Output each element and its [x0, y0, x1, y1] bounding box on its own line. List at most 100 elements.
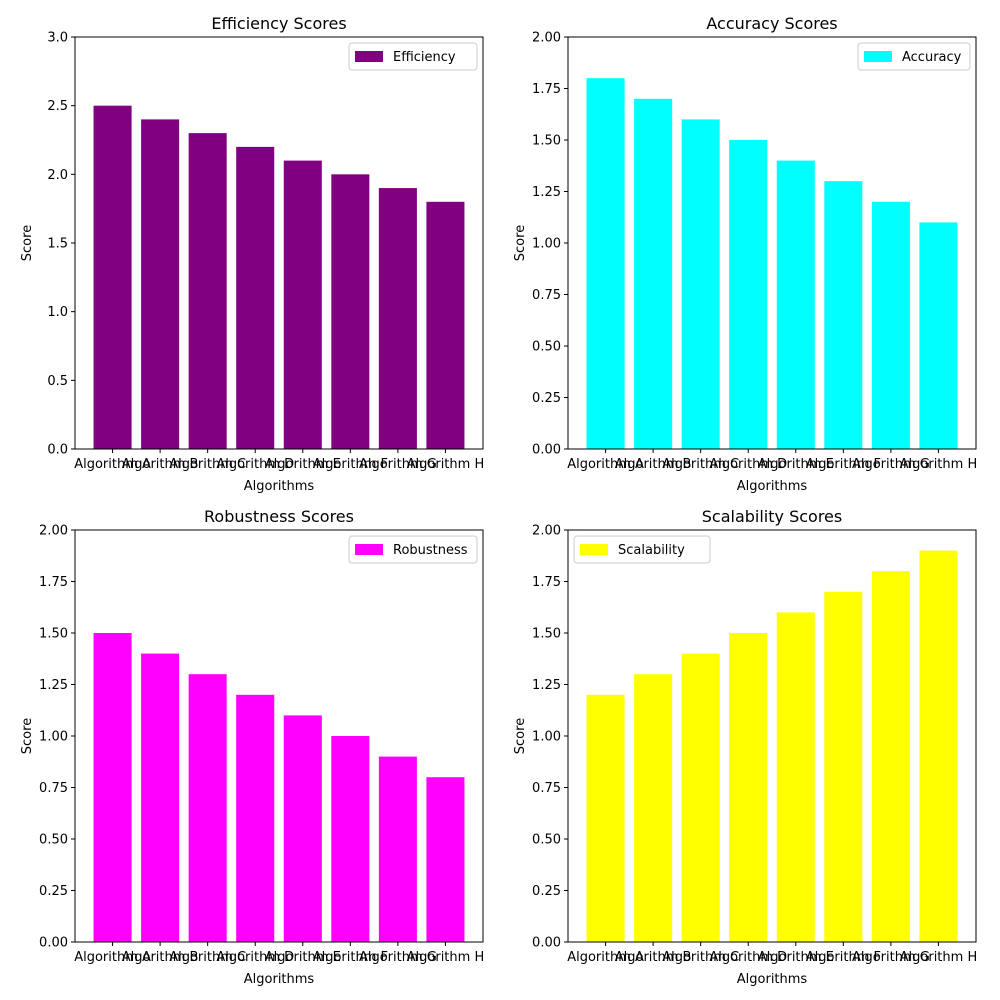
bar-f [824, 181, 863, 449]
bar-f [331, 174, 370, 449]
x-tick-label: Algorithm A [74, 950, 151, 965]
x-tick-label: Algorithm G [359, 457, 437, 472]
legend-box [348, 42, 478, 71]
bar-g [871, 571, 910, 942]
y-tick-label: 1.75 [532, 575, 561, 590]
x-tick-label: Algorithm C [662, 457, 739, 472]
y-tick-label: 1.25 [39, 678, 68, 693]
y-axis-label: Score [20, 225, 35, 261]
bar-c [681, 119, 720, 450]
bar-g [378, 188, 417, 449]
bar-d [729, 140, 768, 449]
chart-title: Efficiency Scores [211, 14, 346, 33]
y-axis-label: Score [513, 225, 528, 261]
legend-label: Robustness [393, 543, 468, 558]
legend: Accuracy [857, 42, 971, 71]
y-tick-label: 0.75 [39, 781, 68, 796]
y-tick-label: 1.25 [532, 678, 561, 693]
y-tick-label: 1.00 [532, 730, 561, 745]
x-tick-label: Algorithm B [615, 457, 692, 472]
bar-g [871, 201, 910, 449]
y-axis-label: Score [20, 718, 35, 754]
x-axis-label: Algorithms [737, 972, 808, 987]
x-tick-label: Algorithm G [852, 457, 930, 472]
y-tick-label: 0.25 [39, 884, 68, 899]
y-tick-label: 0.25 [532, 884, 561, 899]
chart-title: Accuracy Scores [706, 14, 837, 33]
x-tick-label: Algorithm H [407, 457, 485, 472]
x-tick-label: Algorithm F [806, 457, 881, 472]
bar-h [919, 222, 958, 449]
bar-a [586, 78, 625, 449]
bar-h [919, 550, 958, 942]
y-tick-label: 2.00 [39, 524, 68, 539]
y-tick-label: 1.25 [532, 185, 561, 200]
legend-box [573, 535, 711, 564]
y-axis-label: Score [513, 718, 528, 754]
x-tick-label: Algorithm F [806, 950, 881, 965]
legend: Efficiency [348, 42, 478, 71]
chart-title: Scalability Scores [702, 507, 842, 526]
y-tick-label: 0.25 [532, 391, 561, 406]
y-tick-label: 0.0 [47, 443, 68, 458]
bar-g [378, 756, 417, 942]
y-tick-label: 1.0 [47, 305, 68, 320]
legend-label: Efficiency [393, 50, 456, 65]
y-tick-label: 1.50 [532, 627, 561, 642]
bar-d [236, 694, 275, 942]
y-tick-label: 2.0 [47, 168, 68, 183]
x-axis-label: Algorithms [244, 479, 315, 494]
bar-c [188, 674, 227, 942]
bar-c [188, 133, 227, 449]
y-tick-label: 0.75 [532, 288, 561, 303]
x-tick-label: Algorithm D [216, 950, 294, 965]
y-tick-label: 1.50 [532, 134, 561, 149]
y-tick-label: 1.5 [47, 237, 68, 252]
legend-swatch [355, 51, 383, 62]
y-tick-label: 3.0 [47, 31, 68, 46]
x-tick-label: Algorithm F [313, 457, 388, 472]
legend-box [857, 42, 971, 71]
legend-swatch [355, 544, 383, 555]
bar-c [681, 653, 720, 942]
y-tick-label: 2.5 [47, 99, 68, 114]
x-tick-label: Algorithm C [169, 457, 246, 472]
legend: Scalability [573, 535, 711, 564]
x-tick-label: Algorithm C [662, 950, 739, 965]
x-tick-label: Algorithm E [758, 457, 834, 472]
y-tick-label: 2.00 [532, 524, 561, 539]
bar-b [141, 653, 180, 942]
y-tick-label: 1.75 [532, 82, 561, 97]
legend: Robustness [348, 535, 478, 564]
bar-d [729, 633, 768, 942]
bar-e [283, 160, 322, 449]
x-tick-label: Algorithm G [359, 950, 437, 965]
bar-d [236, 146, 275, 449]
bar-h [426, 777, 465, 942]
x-tick-label: Algorithm E [758, 950, 834, 965]
bar-f [331, 736, 370, 942]
y-tick-label: 0.00 [39, 936, 68, 951]
x-tick-label: Algorithm D [709, 950, 787, 965]
y-tick-label: 2.00 [532, 31, 561, 46]
y-tick-label: 1.00 [39, 730, 68, 745]
bar-b [141, 119, 180, 450]
chart-title: Robustness Scores [204, 507, 354, 526]
legend-label: Accuracy [902, 50, 962, 65]
x-tick-label: Algorithm H [900, 950, 978, 965]
x-tick-label: Algorithm D [216, 457, 294, 472]
x-tick-label: Algorithm C [169, 950, 246, 965]
x-tick-label: Algorithm H [407, 950, 485, 965]
bar-a [93, 633, 132, 942]
bar-f [824, 591, 863, 942]
bar-e [776, 160, 815, 449]
bar-h [426, 201, 465, 449]
y-tick-label: 0.50 [532, 340, 561, 355]
chart-panel-4: 0.00 0.25 0.50 0.75 1.00 1.25 1.50 1.75 2.00 Algo… [513, 507, 977, 987]
y-tick-label: 0.50 [39, 833, 68, 848]
legend-label: Scalability [618, 543, 685, 558]
x-tick-label: Algorithm E [265, 950, 341, 965]
x-tick-label: Algorithm D [709, 457, 787, 472]
